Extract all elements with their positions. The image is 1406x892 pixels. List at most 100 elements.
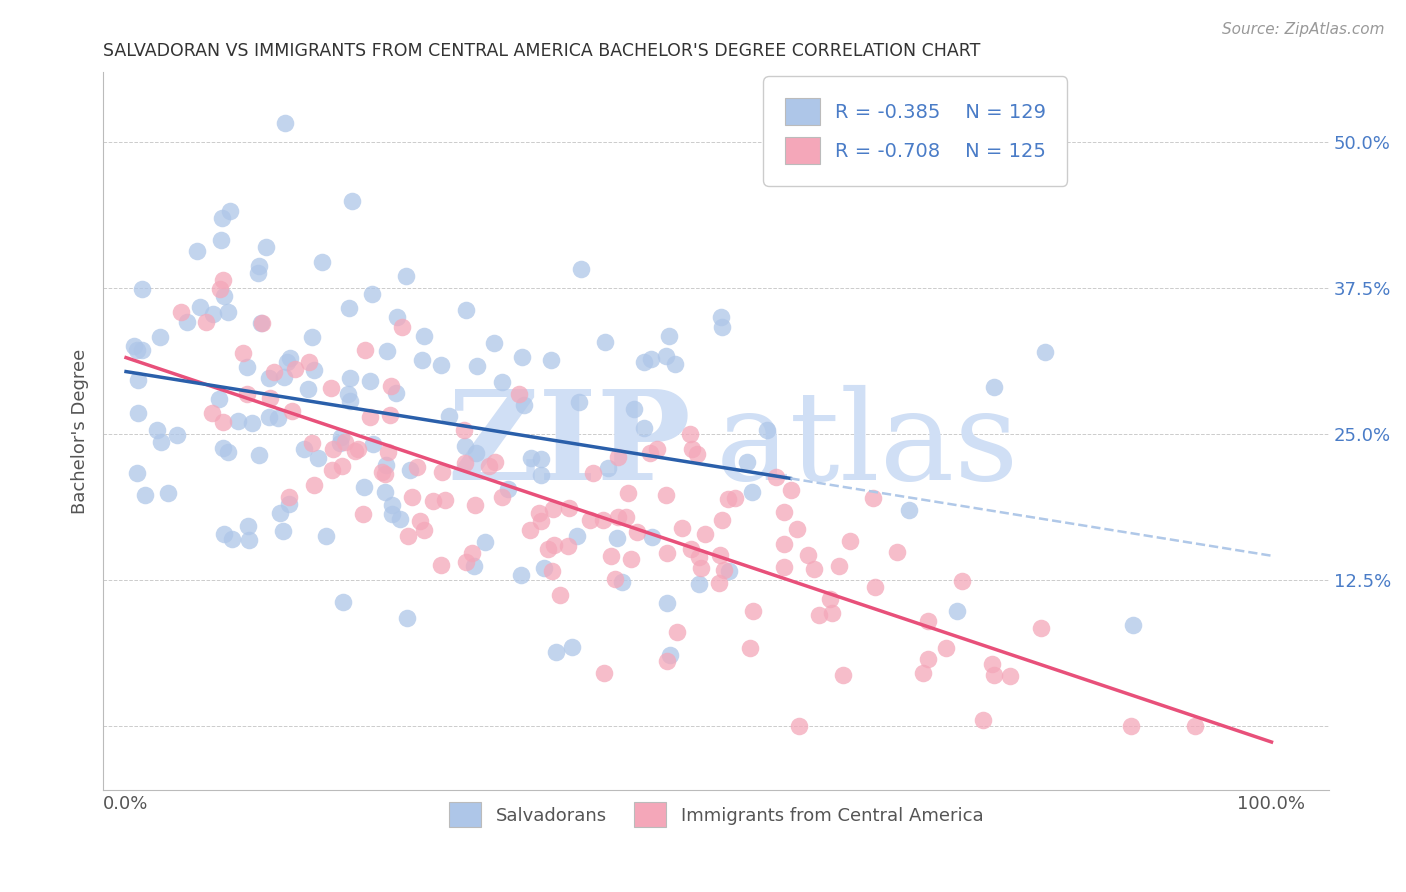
Point [641,530,664,544]
Point [983,668,1005,682]
Point [484,455,506,469]
Point [741,604,763,618]
Point [807,608,830,623]
Point [655,545,678,559]
Point [339,370,361,384]
Point [980,657,1002,671]
Point [127,343,149,357]
Point [127,373,149,387]
Point [413,523,436,537]
Point [257,370,280,384]
Point [738,641,761,656]
Point [818,591,841,606]
Point [610,575,633,590]
Point [803,562,825,576]
Point [863,581,886,595]
Point [508,387,530,401]
Point [540,564,562,578]
Point [465,359,488,373]
Point [254,240,277,254]
Point [510,567,533,582]
Point [211,211,233,225]
Point [917,614,939,628]
Point [429,358,451,372]
Point [596,460,619,475]
Legend: Salvadorans, Immigrants from Central America: Salvadorans, Immigrants from Central Ame… [441,795,991,835]
Point [396,610,419,624]
Point [626,524,648,539]
Point [257,410,280,425]
Point [352,507,374,521]
Point [544,645,567,659]
Point [983,380,1005,394]
Point [1122,618,1144,632]
Point [212,527,235,541]
Point [603,572,626,586]
Point [250,317,273,331]
Point [568,394,591,409]
Point [381,508,404,522]
Point [710,513,733,527]
Point [797,549,820,563]
Point [533,560,555,574]
Point [281,404,304,418]
Point [232,346,254,360]
Point [146,423,169,437]
Point [787,719,810,733]
Point [565,529,588,543]
Point [638,446,661,460]
Point [422,494,444,508]
Point [709,549,731,563]
Point [212,415,235,429]
Point [537,542,560,557]
Point [273,370,295,384]
Point [681,442,703,456]
Point [710,310,733,324]
Point [773,505,796,519]
Point [717,491,740,506]
Point [267,410,290,425]
Point [333,435,356,450]
Point [122,339,145,353]
Point [689,560,711,574]
Point [396,529,419,543]
Point [359,409,381,424]
Point [336,387,359,401]
Point [453,423,475,437]
Point [430,465,453,479]
Point [329,436,352,450]
Point [169,305,191,319]
Point [606,509,628,524]
Point [579,513,602,527]
Point [209,233,232,247]
Point [658,329,681,343]
Point [211,441,233,455]
Point [347,442,370,457]
Point [592,514,614,528]
Point [273,116,295,130]
Point [395,268,418,283]
Point [688,550,710,565]
Point [617,485,640,500]
Point [429,558,451,572]
Point [360,286,382,301]
Point [972,713,994,727]
Point [236,360,259,375]
Point [212,273,235,287]
Point [201,307,224,321]
Point [713,563,735,577]
Point [557,539,579,553]
Point [321,463,343,477]
Point [149,330,172,344]
Point [454,439,477,453]
Point [1029,621,1052,635]
Text: Source: ZipAtlas.com: Source: ZipAtlas.com [1222,22,1385,37]
Point [600,549,623,563]
Point [361,437,384,451]
Point [491,375,513,389]
Text: atlas: atlas [716,385,1019,506]
Point [304,478,326,492]
Point [671,520,693,534]
Point [711,319,734,334]
Point [1000,669,1022,683]
